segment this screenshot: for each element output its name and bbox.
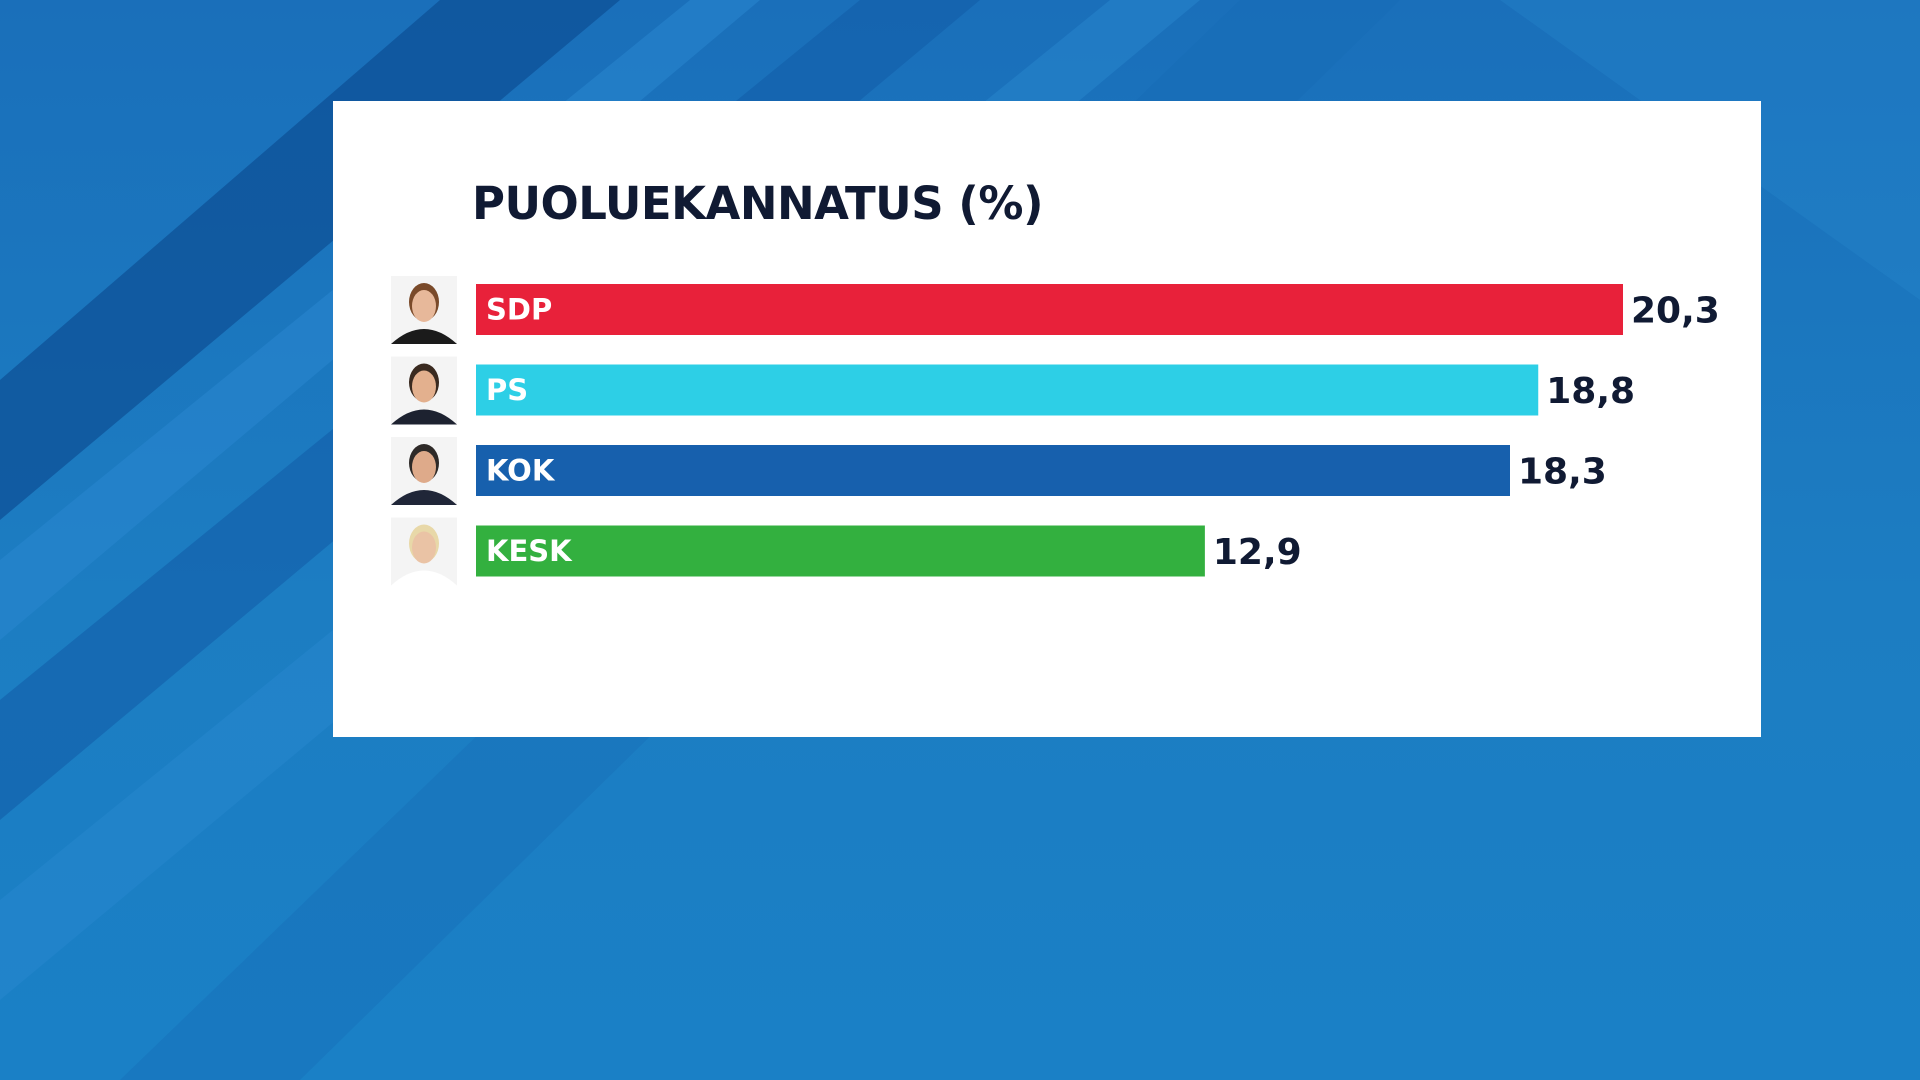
bar-ps (476, 364, 1539, 416)
person-photo-sdp-icon (391, 276, 457, 344)
person-photo-kesk-icon (391, 517, 457, 586)
value-label-kesk: 12,9 (1213, 532, 1302, 573)
bar-label-ps: PS (486, 373, 528, 407)
bar-label-sdp: SDP (486, 293, 552, 327)
chart-title: PUOLUEKANNATUS (%) (472, 177, 1044, 230)
value-label-ps: 18,8 (1546, 371, 1635, 412)
person-photo-kok-icon (391, 437, 457, 505)
bar-kok (476, 445, 1510, 496)
bar-label-kesk: KESK (486, 534, 573, 568)
person-photo-ps-icon (391, 356, 457, 425)
bar-kesk (476, 525, 1205, 577)
chart-card: PUOLUEKANNATUS (%) SDP 20,3 PS 18,8 KOK 18,3 K… (333, 101, 1761, 737)
bar-chart: SDP 20,3 PS 18,8 KOK 18,3 KESK 12,9 (391, 276, 1720, 586)
value-label-sdp: 20,3 (1631, 291, 1720, 332)
value-label-kok: 18,3 (1518, 452, 1607, 493)
bar-sdp (476, 284, 1623, 335)
bar-label-kok: KOK (486, 454, 556, 488)
